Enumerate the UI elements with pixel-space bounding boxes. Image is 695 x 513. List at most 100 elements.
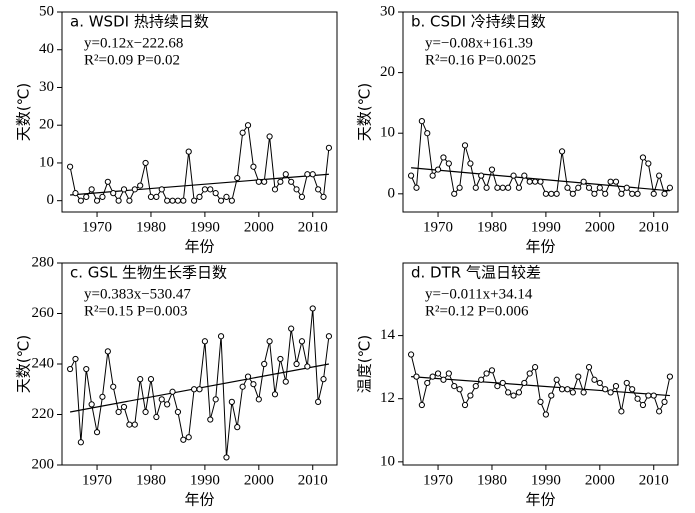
data-point <box>250 381 257 388</box>
data-point <box>591 376 598 383</box>
data-point <box>467 160 474 167</box>
x-tick-label: 1990 <box>190 472 220 488</box>
data-point <box>494 184 501 191</box>
x-tick-label: 2010 <box>298 219 328 235</box>
data-point <box>66 163 74 170</box>
data-point <box>315 186 322 193</box>
y-tick-label: 40 <box>39 41 54 57</box>
panel-title: d. DTR 气温日较差 <box>411 264 541 282</box>
x-tick-label: 1980 <box>136 219 166 235</box>
data-point <box>650 392 657 399</box>
y-tick-label: 30 <box>380 3 395 19</box>
x-tick-label: 1990 <box>531 219 561 235</box>
data-point <box>207 416 214 423</box>
plot-frame <box>402 262 679 466</box>
data-point <box>580 389 587 396</box>
data-point <box>429 373 436 380</box>
x-axis-label: 年份 <box>525 491 555 509</box>
data-point <box>244 373 252 380</box>
data-point <box>191 386 198 393</box>
panel-title: a. WSDI 热持续日数 <box>70 13 209 31</box>
data-point <box>153 413 160 421</box>
x-tick-label: 2000 <box>585 219 615 235</box>
data-point <box>569 389 576 396</box>
data-point <box>180 197 187 204</box>
data-point <box>207 186 214 193</box>
data-point <box>223 454 230 461</box>
data-point <box>164 401 171 408</box>
data-point <box>298 338 306 345</box>
x-tick-label: 1970 <box>423 219 453 235</box>
trend-line <box>411 376 670 397</box>
data-point <box>88 401 95 408</box>
data-point <box>277 178 284 185</box>
data-point <box>461 142 469 149</box>
data-point <box>661 190 668 197</box>
y-axis-label: 天数(℃) <box>15 335 33 394</box>
data-point <box>596 184 603 191</box>
data-point <box>456 184 463 191</box>
x-tick-label: 1970 <box>82 219 112 235</box>
data-point <box>429 172 436 179</box>
data-point <box>93 429 101 436</box>
data-point <box>461 401 469 409</box>
data-point <box>72 190 79 197</box>
y-tick-label: 240 <box>32 355 55 371</box>
data-point <box>180 436 187 443</box>
data-point <box>77 439 84 446</box>
data-point <box>445 370 452 377</box>
data-point <box>282 378 289 385</box>
data-point <box>137 182 144 189</box>
data-point <box>83 365 90 373</box>
y-tick-label: 30 <box>39 79 54 95</box>
data-point <box>212 396 219 403</box>
data-point <box>153 193 160 201</box>
data-point <box>88 186 95 193</box>
data-point <box>261 178 268 185</box>
data-point <box>325 144 333 151</box>
series-line <box>69 123 330 202</box>
data-point <box>467 392 474 399</box>
annotation: R²=0.09 P=0.02 <box>84 52 180 68</box>
x-axis-label: 年份 <box>184 491 214 509</box>
data-point <box>656 408 663 415</box>
data-point <box>126 421 133 428</box>
data-point <box>244 122 252 129</box>
data-point <box>440 376 447 383</box>
x-tick-label: 1980 <box>136 472 166 488</box>
data-point <box>569 190 576 197</box>
data-point <box>304 171 311 178</box>
data-point <box>645 160 652 167</box>
data-point <box>488 166 496 173</box>
y-tick-label: 10 <box>380 125 395 141</box>
data-point <box>434 370 442 377</box>
data-point <box>298 193 306 201</box>
data-point <box>217 333 225 340</box>
data-point <box>542 411 549 418</box>
data-point <box>456 386 463 393</box>
data-point <box>542 190 549 197</box>
data-point <box>666 373 674 380</box>
data-point <box>137 376 144 383</box>
data-point <box>629 386 636 393</box>
data-point <box>424 379 431 387</box>
data-point <box>434 166 442 173</box>
data-point <box>271 186 279 193</box>
data-point <box>515 389 523 396</box>
data-point <box>585 184 593 191</box>
data-point <box>537 398 544 405</box>
data-point <box>634 190 641 197</box>
y-tick-label: 260 <box>32 305 55 321</box>
data-point <box>445 160 452 167</box>
data-point <box>320 376 327 383</box>
data-point <box>483 370 490 377</box>
data-point <box>558 386 566 393</box>
data-point <box>93 197 101 204</box>
annotation: y=−0.011x+34.14 <box>425 286 533 302</box>
data-point <box>602 386 609 393</box>
y-tick-label: 20 <box>380 64 395 80</box>
data-point <box>602 190 609 197</box>
x-tick-label: 1980 <box>477 472 507 488</box>
data-point <box>315 398 322 405</box>
data-point <box>191 197 198 204</box>
